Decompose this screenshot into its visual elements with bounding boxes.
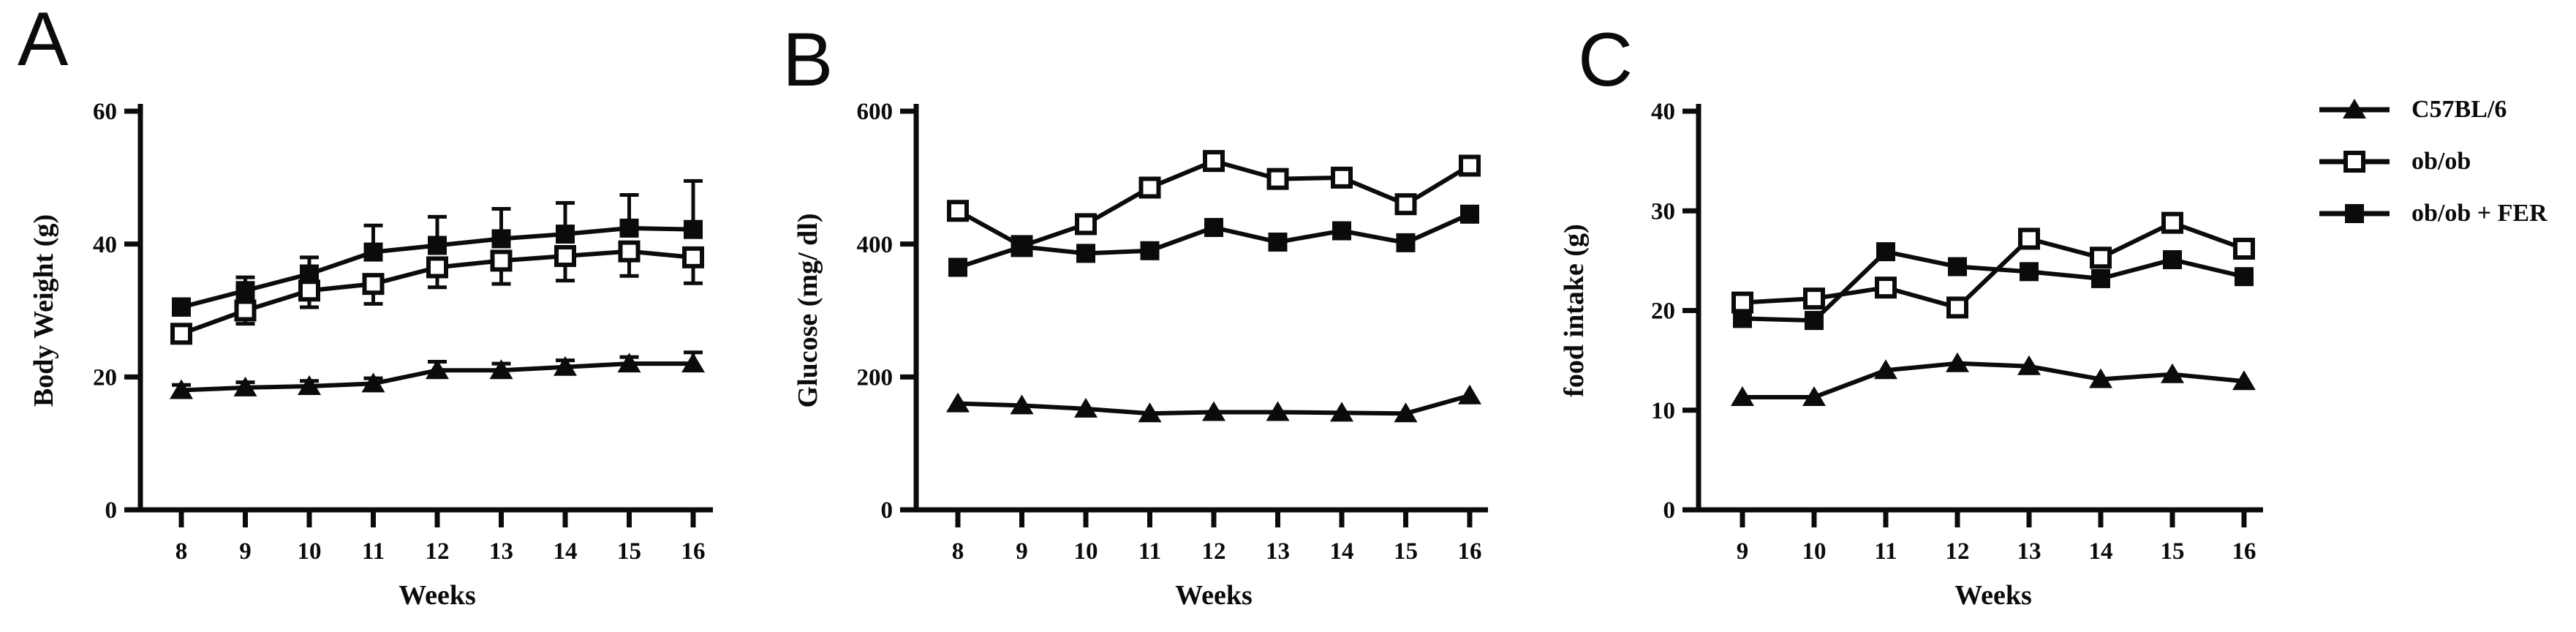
legend-label: ob/ob + FER [2411,200,2547,227]
svg-text:9: 9 [1737,538,1749,565]
panel-food-intake: C 0 10 20 30 40 9 10 11 12 13 14 15 16 Weeks food inta… [1521,0,2318,632]
svg-text:0: 0 [1663,497,1676,524]
svg-text:10: 10 [1651,398,1675,424]
svg-text:15: 15 [2161,538,2185,565]
svg-text:14: 14 [554,538,578,565]
svg-text:10: 10 [298,538,322,565]
filled-square-icon [2319,204,2390,223]
svg-text:15: 15 [1394,538,1418,565]
svg-text:11: 11 [1138,538,1161,565]
legend-item-c57bl6: C57BL/6 [2316,94,2547,126]
svg-text:12: 12 [1202,538,1226,565]
legend-item-obob-fer: ob/ob + FER [2316,198,2547,230]
svg-text:11: 11 [1874,538,1897,565]
legend-item-obob: ob/ob [2316,146,2547,178]
food-intake-chart: 0 10 20 30 40 9 10 11 12 13 14 15 16 Weeks food intake… [1559,99,2263,611]
svg-text:Glucose (mg/ dl): Glucose (mg/ dl) [793,214,823,408]
legend-label: C57BL/6 [2411,96,2507,123]
svg-text:20: 20 [93,365,117,391]
svg-text:400: 400 [857,232,894,258]
open-square-icon [2319,151,2390,173]
svg-text:14: 14 [1330,538,1354,565]
panel-c-letter: C [1578,18,1633,102]
svg-text:Weeks: Weeks [399,580,476,611]
svg-text:16: 16 [1458,538,1482,565]
svg-text:food intake (g): food intake (g) [1559,224,1590,396]
glucose-chart: 0 200 400 600 8 9 10 11 12 13 14 15 16 Weeks Glucose (… [793,99,1488,611]
svg-text:11: 11 [362,538,385,565]
svg-text:12: 12 [1946,538,1970,565]
panel-glucose: B 0 200 400 600 8 9 10 11 12 13 14 15 16 Weeks Glucose… [746,0,1528,632]
svg-text:12: 12 [426,538,450,565]
svg-text:0: 0 [881,497,894,524]
svg-text:Weeks: Weeks [1175,580,1253,611]
svg-text:60: 60 [93,99,117,125]
svg-text:40: 40 [1651,99,1675,125]
svg-text:16: 16 [2232,538,2256,565]
svg-text:Body Weight (g): Body Weight (g) [29,214,59,407]
filled-triangle-icon [2319,99,2390,118]
svg-text:8: 8 [175,538,188,565]
svg-text:0: 0 [105,497,118,524]
svg-text:14: 14 [2089,538,2113,565]
svg-text:15: 15 [617,538,641,565]
svg-text:40: 40 [93,232,117,258]
svg-text:13: 13 [489,538,513,565]
svg-text:30: 30 [1651,198,1675,225]
svg-text:13: 13 [2017,538,2041,565]
body-weight-chart: 0 20 40 60 8 9 10 11 12 13 14 15 16 Weeks Body Weight … [29,99,713,611]
legend-label: ob/ob [2411,148,2471,175]
svg-text:9: 9 [239,538,252,565]
svg-text:Weeks: Weeks [1954,580,2032,611]
svg-text:16: 16 [681,538,706,565]
panel-body-weight: A 0 20 40 60 8 9 10 11 12 13 14 15 16 Weeks Body Weigh… [0,0,739,632]
svg-text:9: 9 [1016,538,1028,565]
svg-text:13: 13 [1266,538,1290,565]
panel-b-letter: B [782,18,834,102]
svg-text:10: 10 [1802,538,1827,565]
svg-text:8: 8 [952,538,964,565]
svg-text:600: 600 [857,99,894,125]
svg-text:200: 200 [857,365,894,391]
svg-text:20: 20 [1651,298,1675,325]
panel-a-letter: A [18,0,69,82]
svg-text:10: 10 [1074,538,1098,565]
legend: C57BL/6 ob/ob ob/ob + FER [2316,94,2547,230]
